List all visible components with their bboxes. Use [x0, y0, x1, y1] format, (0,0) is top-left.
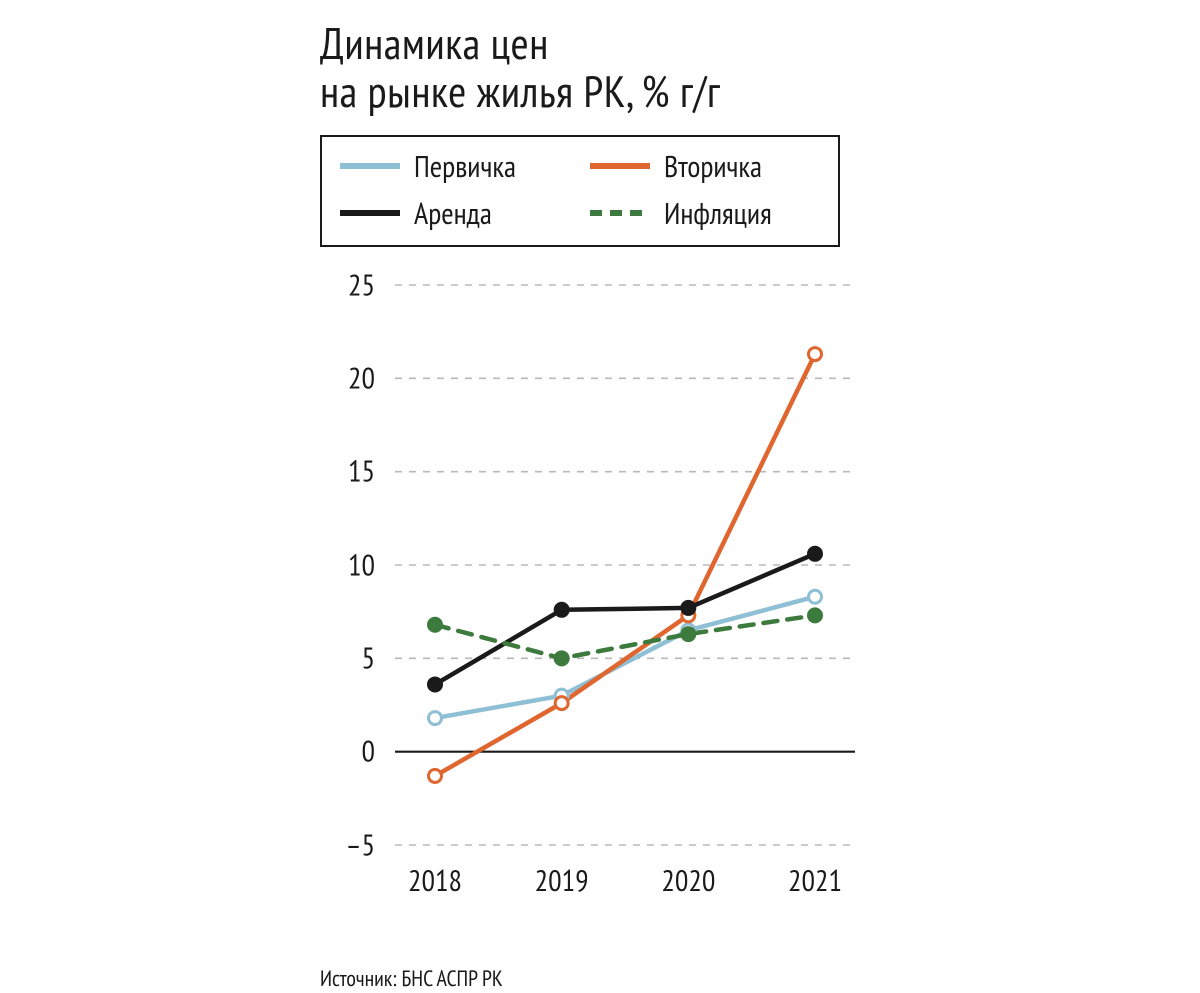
legend-item-rent: Аренда [340, 194, 570, 233]
legend-label: Аренда [414, 194, 492, 233]
legend-swatch-inflation [590, 203, 650, 223]
x-axis-label: 2021 [788, 861, 842, 900]
x-axis-label: 2020 [661, 861, 715, 900]
chart-source: Источник: БНС АСПР РК [320, 965, 880, 993]
legend-swatch-primary [340, 156, 400, 176]
y-axis-label: –5 [346, 825, 375, 864]
chart-title: Динамика цен на рынке жилья РК, % г/г [320, 20, 880, 117]
y-axis-label: 5 [362, 639, 376, 678]
chart-container: Динамика цен на рынке жилья РК, % г/г Пе… [320, 20, 880, 993]
x-axis-label: 2018 [408, 861, 462, 900]
y-axis-label: 10 [348, 545, 375, 584]
y-axis-label: 15 [348, 452, 375, 491]
y-axis-label: 0 [362, 732, 376, 771]
legend-label: Вторичка [664, 147, 762, 186]
chart-svg [320, 267, 880, 907]
title-line-2: на рынке жилья РК, % г/г [320, 63, 720, 120]
y-axis-label: 20 [348, 359, 375, 398]
legend-item-inflation: Инфляция [590, 194, 820, 233]
legend-label: Первичка [414, 147, 516, 186]
chart-plot: –5 0 5 10 15 20 25 2018 2019 2020 2021 [320, 267, 880, 907]
legend-item-primary: Первичка [340, 147, 570, 186]
y-axis-label: 25 [348, 265, 375, 304]
legend-label: Инфляция [664, 194, 772, 233]
legend-swatch-rent [340, 203, 400, 223]
legend-item-secondary: Вторичка [590, 147, 820, 186]
legend: Первичка Вторичка Аренда Инфляция [320, 135, 840, 247]
x-axis-label: 2019 [535, 861, 589, 900]
legend-swatch-secondary [590, 156, 650, 176]
